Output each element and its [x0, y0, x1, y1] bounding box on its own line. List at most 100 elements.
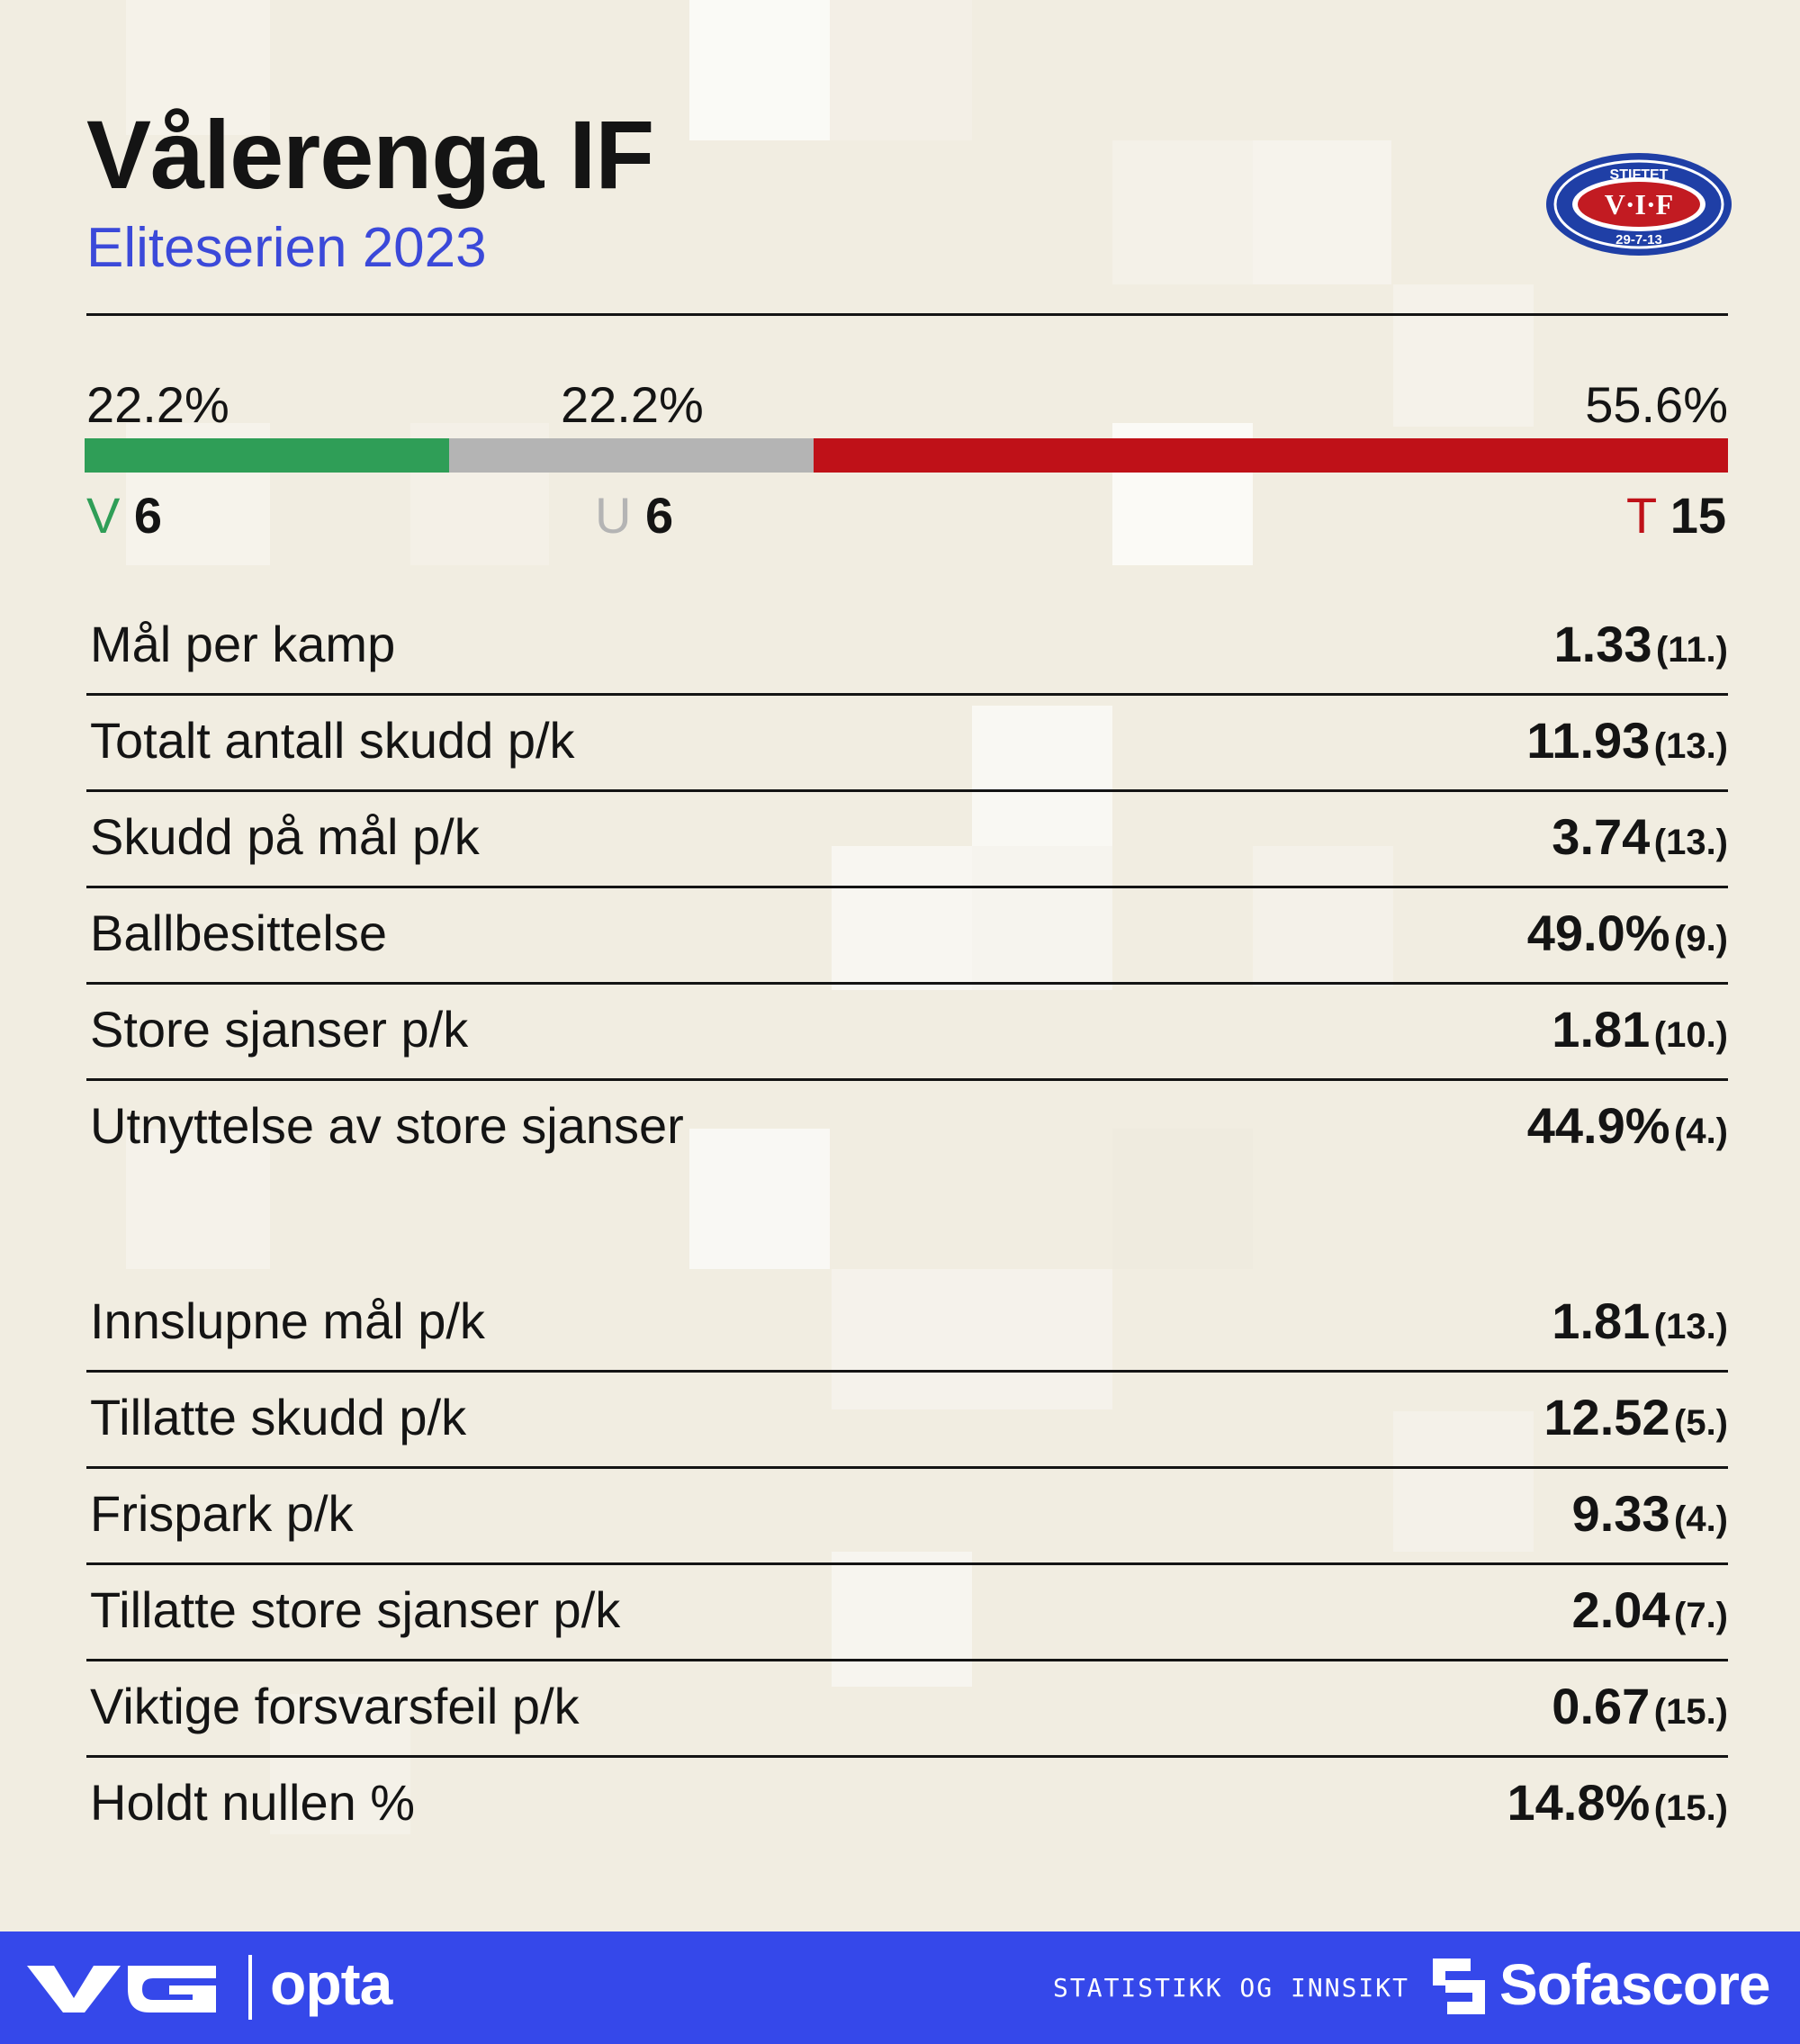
wins-bar	[85, 438, 449, 473]
vg-logo-text: VG	[27, 1958, 29, 1959]
stat-value: 0.67 (15.)	[1552, 1681, 1728, 1732]
sofascore-logo: Sofascore	[1499, 1952, 1770, 2017]
stat-rank: (7.)	[1674, 1596, 1728, 1635]
row-divider	[86, 1370, 1728, 1373]
stat-number: 1.33	[1553, 616, 1652, 672]
footer-separator	[248, 1955, 252, 2020]
stat-number: 1.81	[1552, 1001, 1651, 1058]
stat-label: Skudd på mål p/k	[90, 808, 480, 865]
stat-row: Utnyttelse av store sjanser 44.9% (4.)	[86, 1081, 1728, 1177]
stat-label: Frispark p/k	[90, 1485, 354, 1542]
row-divider	[86, 1078, 1728, 1081]
row-divider	[86, 886, 1728, 888]
stat-value: 49.0% (9.)	[1527, 908, 1728, 959]
wins-label: V	[86, 487, 121, 544]
stat-row: Innslupne mål p/k 1.81 (13.)	[86, 1276, 1728, 1373]
stat-label: Holdt nullen %	[90, 1774, 416, 1831]
stat-label: Utnyttelse av store sjanser	[90, 1097, 684, 1154]
stat-rank: (5.)	[1674, 1403, 1728, 1443]
stat-number: 49.0%	[1526, 905, 1670, 961]
stat-row: Store sjanser p/k 1.81 (10.)	[86, 985, 1728, 1081]
stat-value: 1.81 (10.)	[1552, 1004, 1728, 1055]
footer-bar: VG opta STATISTIKK OG INNSIKT Sofascore	[0, 1931, 1800, 2044]
stat-rank: (15.)	[1653, 1788, 1728, 1828]
stat-value: 12.52 (5.)	[1544, 1392, 1728, 1443]
row-divider	[86, 1755, 1728, 1758]
crest-top-text: STIFTET	[1610, 167, 1669, 183]
stat-label: Totalt antall skudd p/k	[90, 712, 575, 769]
losses-count: T 15	[1626, 491, 1726, 541]
draws-label: U	[595, 487, 632, 544]
losses-bar	[814, 438, 1728, 473]
stat-number: 14.8%	[1507, 1774, 1651, 1831]
footer-tagline: STATISTIKK OG INNSIKT	[1053, 1973, 1410, 2003]
stat-rank: (9.)	[1674, 919, 1728, 959]
vg-logo: VG	[27, 1958, 216, 2012]
stat-number: 9.33	[1571, 1485, 1670, 1542]
crest-center-text: V·I·F	[1605, 188, 1673, 221]
stat-value: 1.33 (11.)	[1554, 619, 1729, 670]
stat-value: 11.93 (13.)	[1526, 716, 1728, 766]
stat-value: 3.74 (13.)	[1552, 812, 1728, 862]
row-divider	[86, 693, 1728, 696]
draws-bar	[449, 438, 814, 473]
row-divider	[86, 1562, 1728, 1565]
row-divider	[86, 1659, 1728, 1661]
wins-count: V 6	[86, 491, 162, 541]
stat-row: Frispark p/k 9.33 (4.)	[86, 1469, 1728, 1565]
stat-value: 9.33 (4.)	[1572, 1489, 1728, 1539]
row-divider	[86, 982, 1728, 985]
stat-number: 12.52	[1544, 1389, 1670, 1445]
stat-rank: (13.)	[1653, 823, 1728, 862]
wins-percent: 22.2%	[86, 376, 230, 433]
losses-number: 15	[1670, 487, 1726, 544]
stat-rank: (13.)	[1653, 726, 1728, 766]
stat-row: Holdt nullen % 14.8% (15.)	[86, 1758, 1728, 1854]
stat-value: 44.9% (4.)	[1527, 1101, 1728, 1151]
stat-number: 1.81	[1552, 1292, 1651, 1349]
header-divider	[86, 313, 1728, 316]
stat-value: 2.04 (7.)	[1572, 1585, 1728, 1635]
draws-percent: 22.2%	[561, 376, 704, 433]
stat-row: Tillatte skudd p/k 12.52 (5.)	[86, 1373, 1728, 1469]
stat-value: 1.81 (13.)	[1552, 1296, 1728, 1346]
wins-number: 6	[133, 487, 163, 544]
opta-logo: opta	[270, 1950, 392, 2017]
stat-rank: (15.)	[1653, 1692, 1728, 1732]
crest-bottom-text: 29-7-13	[1616, 232, 1662, 248]
stat-row: Tillatte store sjanser p/k 2.04 (7.)	[86, 1565, 1728, 1661]
stat-rank: (13.)	[1653, 1307, 1728, 1346]
stat-label: Ballbesittelse	[90, 905, 387, 961]
stat-row: Viktige forsvarsfeil p/k 0.67 (15.)	[86, 1661, 1728, 1758]
losses-label: T	[1625, 487, 1657, 544]
stat-number: 3.74	[1552, 808, 1651, 865]
sofascore-icon	[1433, 1958, 1485, 2014]
stat-label: Tillatte store sjanser p/k	[90, 1581, 621, 1638]
stat-row: Skudd på mål p/k 3.74 (13.)	[86, 792, 1728, 888]
stat-rank: (4.)	[1674, 1112, 1728, 1151]
page-subtitle: Eliteserien 2023	[86, 217, 487, 279]
stat-label: Viktige forsvarsfeil p/k	[90, 1678, 580, 1734]
stat-rank: (4.)	[1674, 1499, 1728, 1539]
stat-label: Mål per kamp	[90, 616, 396, 672]
club-crest-icon: STIFTET V·I·F 29-7-13	[1546, 153, 1732, 256]
draws-number: 6	[645, 487, 674, 544]
stat-number: 2.04	[1571, 1581, 1670, 1638]
stat-row: Ballbesittelse 49.0% (9.)	[86, 888, 1728, 985]
losses-percent: 55.6%	[1585, 376, 1728, 433]
stat-number: 11.93	[1526, 712, 1651, 769]
page-title: Vålerenga IF	[86, 100, 654, 209]
stat-label: Store sjanser p/k	[90, 1001, 469, 1058]
stat-row: Mål per kamp 1.33 (11.)	[86, 599, 1728, 696]
row-divider	[86, 789, 1728, 792]
stat-rank: (10.)	[1653, 1015, 1728, 1055]
draws-count: U 6	[595, 491, 673, 541]
stat-row: Totalt antall skudd p/k 11.93 (13.)	[86, 696, 1728, 792]
stat-number: 44.9%	[1526, 1097, 1670, 1154]
stat-label: Tillatte skudd p/k	[90, 1389, 467, 1445]
stat-number: 0.67	[1552, 1678, 1651, 1734]
stat-rank: (11.)	[1655, 630, 1728, 670]
stat-value: 14.8% (15.)	[1508, 1778, 1729, 1828]
row-divider	[86, 1466, 1728, 1469]
